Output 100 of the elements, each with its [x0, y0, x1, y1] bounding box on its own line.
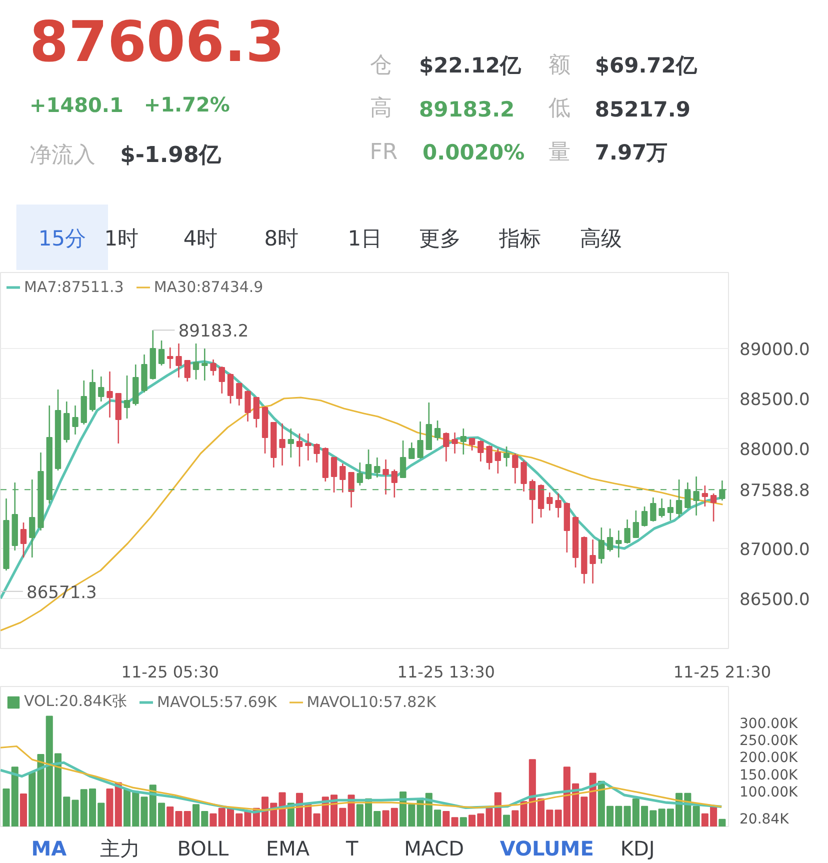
candlestick [702, 484, 708, 508]
bar [460, 817, 467, 826]
candlestick [296, 432, 303, 468]
y-tick-label: 250.00K [740, 733, 798, 750]
candlestick [624, 518, 630, 544]
text: 15分 [38, 226, 86, 250]
candlestick [20, 522, 27, 558]
text: MACD [404, 836, 464, 860]
candlestick [460, 428, 466, 456]
text: 4时 [183, 226, 218, 250]
candlestick [288, 428, 294, 458]
text: $-1.98亿 [120, 143, 222, 168]
candlestick [658, 498, 665, 518]
candlestick [391, 468, 398, 498]
candlestick [176, 342, 182, 378]
legend-label: VOL:20.84K张 [24, 692, 127, 711]
candlestick [184, 360, 190, 382]
candlestick [486, 444, 492, 470]
candlestick [340, 462, 346, 494]
candlestick [192, 342, 200, 380]
legend-label: MAVOL5:57.69K [157, 692, 277, 710]
candlestick [365, 448, 372, 480]
text: FR [370, 140, 398, 165]
candlestick [468, 438, 476, 452]
y-tick-label: 87000.0 [740, 540, 810, 560]
candlestick [478, 440, 484, 462]
text: 指标 [498, 226, 542, 250]
candlestick [641, 506, 648, 528]
candlestick [106, 370, 113, 418]
candlestick [356, 462, 363, 486]
candlestick [434, 420, 441, 442]
candlestick [494, 448, 501, 474]
legend-label: MAVOL10:57.82K [306, 692, 436, 710]
x-tick-label: 11-25 21:30 [673, 662, 772, 682]
candlestick [244, 390, 251, 422]
bar [451, 817, 458, 826]
text: 1时 [104, 226, 139, 250]
candlestick [710, 492, 717, 522]
candlestick [218, 366, 225, 394]
y-tick-label: 300.00K [740, 716, 798, 732]
y-tick-label: 88000.0 [740, 440, 810, 460]
bar [442, 810, 450, 826]
bar [512, 810, 519, 826]
text: 更多 [419, 226, 462, 250]
text: 低 [548, 96, 570, 121]
bar [692, 806, 700, 826]
candlestick [452, 432, 458, 454]
y-tick-label: 89000.0 [740, 340, 810, 360]
text: EMA [266, 836, 310, 860]
candlestick [374, 456, 380, 478]
text: 仓 [370, 53, 392, 78]
text: +1480.1 [30, 93, 124, 117]
candlestick [227, 372, 234, 404]
candlestick [210, 358, 216, 376]
candlestick [98, 376, 104, 402]
text: VOLUME [500, 836, 594, 860]
candlestick [546, 492, 553, 512]
y-tick-label: 100.00K [740, 784, 798, 800]
text: 净流入 [30, 143, 96, 168]
bar [718, 818, 726, 826]
text: 89183.2 [419, 98, 515, 122]
candlestick [236, 382, 242, 406]
candlestick [503, 446, 510, 468]
y-tick-label: 86500.0 [740, 590, 810, 610]
candlestick [555, 492, 562, 518]
text: 高级 [580, 226, 622, 250]
text: 85217.9 [594, 98, 691, 122]
candlestick [124, 374, 130, 420]
candlestick [650, 496, 656, 522]
y-tick-label: 20.84K [740, 811, 790, 828]
candlestick [529, 478, 536, 524]
candlestick [348, 472, 354, 508]
candlestick [443, 432, 450, 462]
candlestick [512, 452, 518, 484]
candlestick [590, 538, 596, 584]
text: $69.72亿 [594, 54, 698, 78]
bar [20, 794, 28, 826]
x-tick-label: 11-25 05:30 [121, 662, 219, 682]
candlestick [632, 510, 640, 538]
candlestick [253, 396, 260, 428]
candlestick [382, 458, 389, 496]
text: 额 [548, 53, 570, 78]
candlestick [167, 346, 174, 370]
candlestick [667, 498, 674, 522]
text: 主力 [100, 836, 140, 860]
candlestick [417, 420, 424, 460]
candlestick [330, 456, 338, 494]
text: BOLL [177, 836, 230, 860]
candlestick [314, 442, 320, 464]
y-tick-label: 200.00K [740, 750, 798, 766]
text: 0.0020% [422, 140, 525, 164]
candlestick [305, 432, 312, 462]
candlestick [279, 422, 286, 466]
legend-label: MA7:87511.3 [24, 278, 124, 296]
y-tick-label: 88500.0 [740, 390, 810, 410]
legend-label: MA30:87434.9 [154, 278, 264, 296]
candlestick [520, 460, 527, 492]
text: T [345, 836, 360, 860]
candlestick [72, 404, 78, 436]
text: 8时 [264, 226, 299, 250]
